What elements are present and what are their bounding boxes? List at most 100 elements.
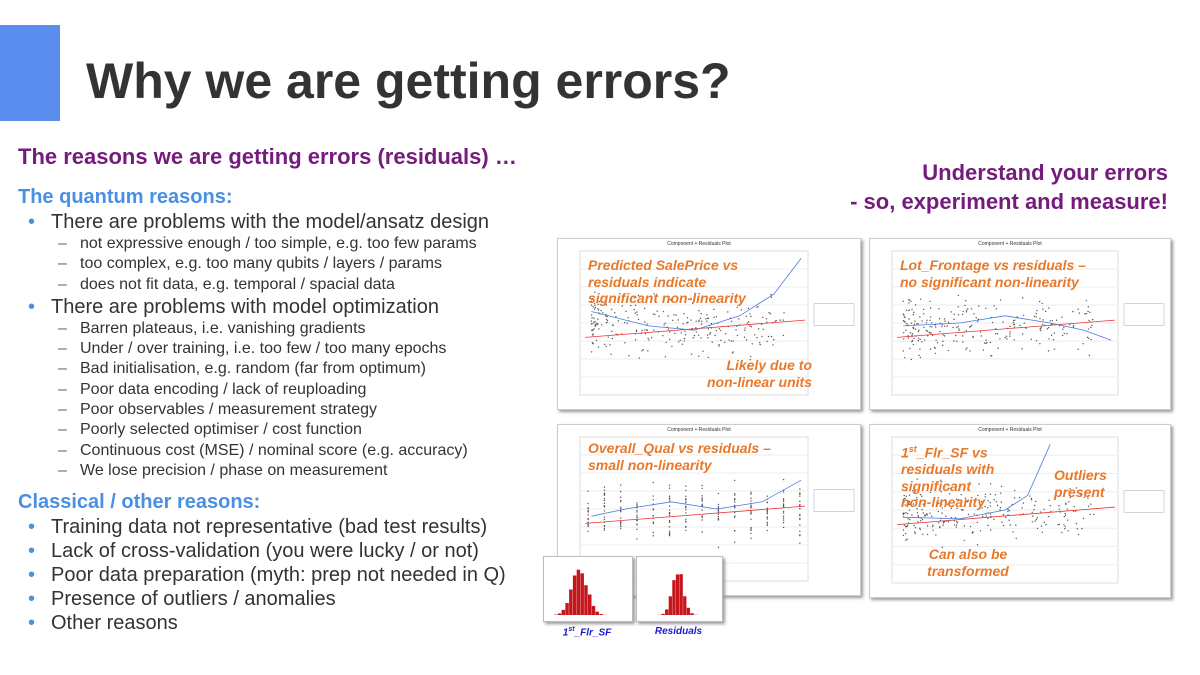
scatter-dot: [1072, 310, 1074, 313]
scatter-dot: [1009, 333, 1011, 335]
scatter-dot: [953, 313, 955, 315]
scatter-dot: [597, 309, 600, 311]
annotation: Overall_Qual vs residuals – small non-lin…: [588, 440, 771, 473]
annotation-text: small non-linearity: [588, 456, 712, 473]
scatter-dot: [1009, 330, 1011, 333]
scatter-dot: [1055, 319, 1058, 321]
scatter-dot: [620, 484, 622, 486]
scatter-dot: [943, 521, 945, 523]
annotation-line: small non-linearity: [588, 457, 771, 474]
annotation-text: Lot_Frontage vs residuals –: [900, 257, 1086, 273]
scatter-dot: [590, 351, 593, 353]
scatter-dot: [652, 499, 654, 501]
scatter-dot: [750, 511, 752, 514]
scatter-dot: [1087, 505, 1090, 507]
scatter-dot: [606, 321, 608, 324]
scatter-dot: [745, 339, 748, 341]
scatter-dot: [931, 334, 934, 337]
scatter-dot: [961, 313, 964, 316]
scatter-dot: [903, 316, 906, 319]
scatter-dot: [621, 305, 623, 307]
scatter-dot: [770, 296, 773, 298]
scatter-dot: [912, 490, 914, 492]
scatter-dot: [905, 512, 907, 514]
scatter-dot: [1088, 319, 1090, 322]
scatter-dot: [597, 318, 599, 320]
annotation-text: 1: [901, 444, 909, 461]
scatter-dot: [685, 529, 687, 532]
scatter-dot: [738, 318, 740, 320]
scatter-dot: [668, 533, 671, 535]
scatter-dot: [936, 342, 939, 344]
scatter-dot: [1009, 325, 1011, 328]
scatter-dot: [978, 483, 980, 485]
scatter-dot: [1082, 343, 1084, 345]
scatter-dot: [757, 328, 760, 330]
annotation: Predicted SalePrice vs residuals indicate…: [588, 257, 746, 307]
label-text: Residuals: [654, 626, 703, 637]
scatter-dot: [1064, 528, 1066, 530]
scatter-dot: [908, 318, 910, 320]
scatter-dot: [652, 521, 654, 524]
scatter-dot: [732, 340, 734, 342]
scatter-dot: [982, 349, 985, 351]
scatter-dot: [990, 355, 992, 357]
scatter-dot: [711, 341, 713, 343]
scatter-dot: [717, 505, 720, 508]
scatter-dot: [1013, 339, 1015, 341]
scatter-dot: [921, 519, 924, 521]
scatter-dot: [636, 538, 638, 540]
scatter-dot: [593, 321, 595, 323]
scatter-dot: [916, 496, 918, 499]
scatter-dot: [1036, 517, 1038, 519]
scatter-dot: [717, 509, 720, 511]
scatter-dot: [592, 329, 594, 331]
scatter-dot: [668, 520, 671, 523]
scatter-dot: [628, 354, 630, 357]
scatter-dot: [931, 326, 933, 328]
scatter-dot: [984, 493, 987, 495]
scatter-dot: [750, 497, 752, 500]
scatter-dot: [1039, 343, 1041, 345]
annotation-text: _Flr_SF vs: [916, 444, 988, 461]
scatter-dot: [943, 318, 946, 320]
scatter-dot: [615, 315, 617, 318]
scatter-dot: [782, 519, 785, 521]
scatter-dot: [1064, 514, 1067, 516]
scatter-dot: [691, 302, 694, 305]
scatter-dot: [1058, 508, 1061, 510]
scatter-dot: [695, 331, 698, 333]
scatter-dot: [1068, 500, 1070, 503]
scatter-dot: [957, 314, 960, 316]
scatter-dot: [1030, 497, 1033, 500]
scatter-dot: [746, 322, 749, 324]
scatter-dot: [903, 338, 905, 340]
scatter-dot: [1082, 517, 1085, 520]
section: Classical / other reasons:Training data …: [18, 489, 548, 635]
scatter-dot: [989, 493, 991, 496]
scatter-dot: [668, 495, 671, 497]
scatter-dot: [594, 325, 596, 327]
scatter-dot: [996, 504, 999, 507]
scatter-dot: [750, 315, 752, 318]
scatter-dot: [603, 527, 606, 530]
scatter-dot: [956, 340, 958, 343]
scatter-dot: [930, 332, 932, 334]
scatter-dot: [717, 507, 720, 509]
scatter-dot: [1064, 525, 1066, 528]
scatter-dot: [993, 499, 995, 501]
scatter-dot: [912, 503, 915, 505]
scatter-dot: [956, 326, 958, 329]
scatter-dot: [1002, 513, 1005, 516]
scatter-dot: [620, 496, 622, 499]
scatter-dot: [658, 315, 660, 317]
scatter-dot: [610, 308, 613, 310]
scatter-dot: [701, 516, 703, 519]
scatter-dot: [926, 319, 928, 321]
scatter-dot: [922, 308, 925, 311]
scatter-dot: [926, 525, 929, 527]
scatter-dot: [603, 303, 606, 305]
histogram-bar: [675, 574, 680, 615]
scatter-dot: [902, 319, 905, 322]
scatter-dot: [1072, 326, 1075, 328]
